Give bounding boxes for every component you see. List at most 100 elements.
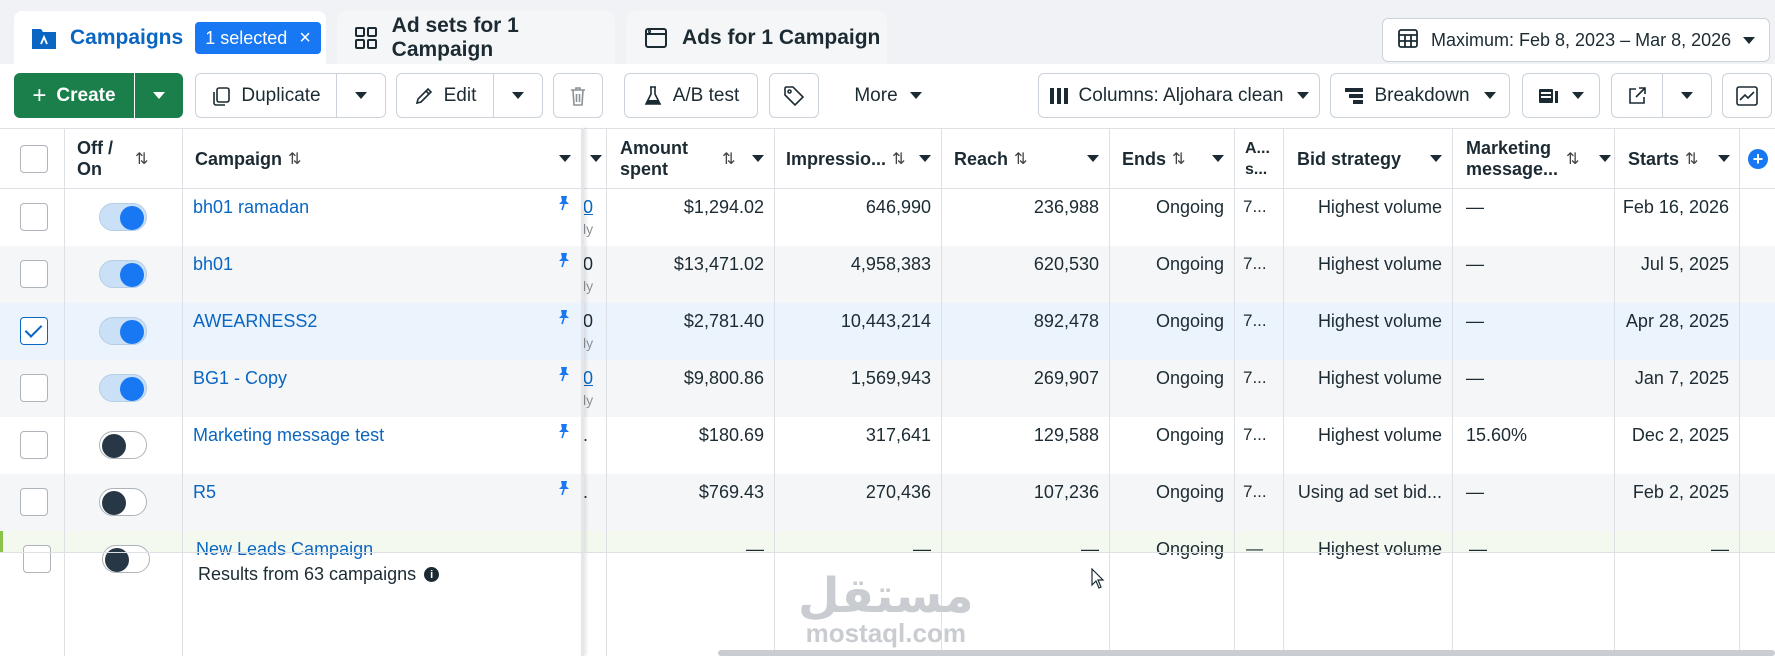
column-header-amount-spent[interactable]: Amount spent ⇅ [620, 129, 774, 189]
column-header-offon[interactable]: Off / On ⇅ [77, 129, 181, 189]
results-partial-value: . [583, 482, 589, 502]
results-partial-value: 0 [583, 311, 594, 331]
export-button[interactable] [1611, 73, 1663, 118]
campaign-toggle[interactable] [99, 203, 147, 231]
column-divider [182, 128, 183, 656]
adsets-grid-icon [353, 24, 380, 52]
table-row[interactable]: bh01 ramadan 0 ly $1,294.02 646,990 236,988 On… [0, 189, 1775, 246]
toggle-knob [120, 206, 144, 230]
column-divider [64, 128, 65, 656]
pin-icon[interactable] [557, 309, 571, 330]
reports-button[interactable] [1522, 73, 1600, 118]
campaign-name-link[interactable]: bh01 [193, 254, 234, 274]
campaign-name-link[interactable]: bh01 ramadan [193, 197, 310, 217]
campaign-toggle[interactable] [99, 317, 147, 345]
column-header-attribution[interactable]: A... s... [1245, 129, 1285, 189]
table-row[interactable]: R5. $769.43 270,436 107,236 Ongoing 7... Using… [0, 474, 1775, 531]
toggle-knob [102, 491, 126, 515]
row-checkbox[interactable] [23, 545, 51, 573]
row-checkbox[interactable] [20, 374, 48, 402]
sort-icon: ⇅ [892, 150, 906, 168]
tab-adsets[interactable]: Ad sets for 1 Campaign [337, 11, 615, 65]
campaign-toggle[interactable] [99, 488, 147, 516]
horizontal-scrollbar[interactable] [718, 650, 1775, 656]
pin-icon[interactable] [557, 480, 571, 501]
column-header-campaign-label: Campaign [195, 148, 283, 169]
cell-starts: Apr 28, 2025 [1625, 311, 1729, 331]
chevron-down-icon [1743, 36, 1755, 44]
chevron-down-icon [752, 155, 764, 162]
chevron-down-icon [1599, 155, 1611, 162]
row-checkbox[interactable] [20, 260, 48, 288]
edit-dropdown-button[interactable] [493, 73, 543, 118]
column-header-campaign[interactable]: Campaign ⇅ [195, 129, 581, 189]
pin-icon[interactable] [557, 423, 571, 444]
duplicate-dropdown-button[interactable] [336, 73, 386, 118]
campaign-toggle[interactable] [102, 545, 150, 573]
table-row[interactable]: bh01 0 ly $13,471.02 4,958,383 620,530 Ongoing… [0, 246, 1775, 303]
column-header-ends[interactable]: Ends ⇅ [1122, 129, 1234, 189]
select-all-checkbox[interactable] [20, 145, 48, 173]
export-dropdown-button[interactable] [1662, 73, 1712, 118]
campaign-name-link[interactable]: R5 [193, 482, 217, 502]
duplicate-button[interactable]: Duplicate [195, 73, 337, 118]
table-row[interactable]: Marketing message test. $180.69 317,641 129… [0, 417, 1775, 474]
row-checkbox[interactable] [20, 203, 48, 231]
cell-marketing: 15.60% [1466, 425, 1528, 445]
row-checkbox[interactable] [20, 431, 48, 459]
cell-ends: Ongoing [1155, 197, 1224, 217]
campaign-toggle[interactable] [99, 260, 147, 288]
cell-impressions: 270,436 [865, 482, 931, 502]
ab-test-button[interactable]: A/B test [624, 73, 758, 118]
campaign-name-link[interactable]: New Leads Campaign [196, 539, 374, 559]
row-checkbox[interactable] [20, 317, 48, 345]
cell-ends: Ongoing [1155, 482, 1224, 502]
pin-icon[interactable] [557, 366, 571, 387]
create-button[interactable]: + Create [14, 73, 134, 118]
row-checkbox[interactable] [20, 488, 48, 516]
cell-reach: 236,988 [1033, 197, 1099, 217]
info-icon[interactable]: i [424, 567, 440, 582]
table-row[interactable]: New Leads Campaign — — — Ongoing — Highest vol… [0, 531, 1775, 573]
column-header-impressions[interactable]: Impressio... ⇅ [786, 129, 941, 189]
tab-campaigns[interactable]: Campaigns 1 selected × [14, 11, 326, 65]
campaign-name-link[interactable]: AWEARNESS2 [193, 311, 318, 331]
charts-button[interactable] [1722, 73, 1772, 118]
table-row[interactable]: BG1 - Copy 0 ly $9,800.86 1,569,943 269,907 On… [0, 360, 1775, 417]
column-header-starts[interactable]: Starts ⇅ [1628, 129, 1740, 189]
breakdown-button[interactable]: Breakdown [1330, 73, 1510, 118]
column-header-results-partial[interactable] [584, 129, 606, 189]
pin-icon[interactable] [557, 195, 571, 216]
column-header-marketing-message[interactable]: Marketing message... ⇅ [1466, 129, 1621, 189]
cell-reach: 107,236 [1033, 482, 1099, 502]
more-button[interactable]: More [832, 73, 944, 118]
edit-button[interactable]: Edit [396, 73, 494, 118]
cell-ends: Ongoing [1155, 368, 1224, 388]
tag-button[interactable] [769, 73, 819, 118]
results-partial-subtext: ly [583, 392, 594, 408]
date-range-picker[interactable]: Maximum: Feb 8, 2023 – Mar 8, 2026 [1382, 18, 1770, 62]
frozen-column-separator[interactable] [581, 128, 584, 656]
cell-attr: 7... [1243, 368, 1267, 387]
cell-starts: Jul 5, 2025 [1640, 254, 1729, 274]
column-header-reach[interactable]: Reach ⇅ [954, 129, 1109, 189]
sort-icon: ⇅ [1172, 150, 1186, 168]
chevron-down-icon [559, 155, 571, 162]
delete-button[interactable] [553, 73, 603, 118]
tab-ads[interactable]: Ads for 1 Campaign [626, 11, 887, 65]
table-row[interactable]: AWEARNESS2 0 ly $2,781.40 10,443,214 892,478 O… [0, 303, 1775, 360]
campaign-toggle[interactable] [99, 374, 147, 402]
create-dropdown-button[interactable] [135, 73, 183, 118]
sort-icon: ⇅ [1014, 150, 1028, 168]
cell-attr: 7... [1243, 311, 1267, 330]
pin-icon[interactable] [557, 252, 571, 273]
results-partial-value: 0 [583, 368, 594, 388]
mostaql-watermark: مستقل mostaql.com [798, 568, 974, 649]
campaign-name-link[interactable]: BG1 - Copy [193, 368, 288, 388]
add-column-plus-icon[interactable]: + [1748, 149, 1768, 169]
columns-button[interactable]: Columns: Aljohara clean [1038, 73, 1320, 118]
clear-selection-close-icon[interactable]: × [299, 26, 311, 49]
column-header-bid-strategy[interactable]: Bid strategy [1297, 129, 1452, 189]
campaign-toggle[interactable] [99, 431, 147, 459]
campaign-name-link[interactable]: Marketing message test [193, 425, 385, 445]
